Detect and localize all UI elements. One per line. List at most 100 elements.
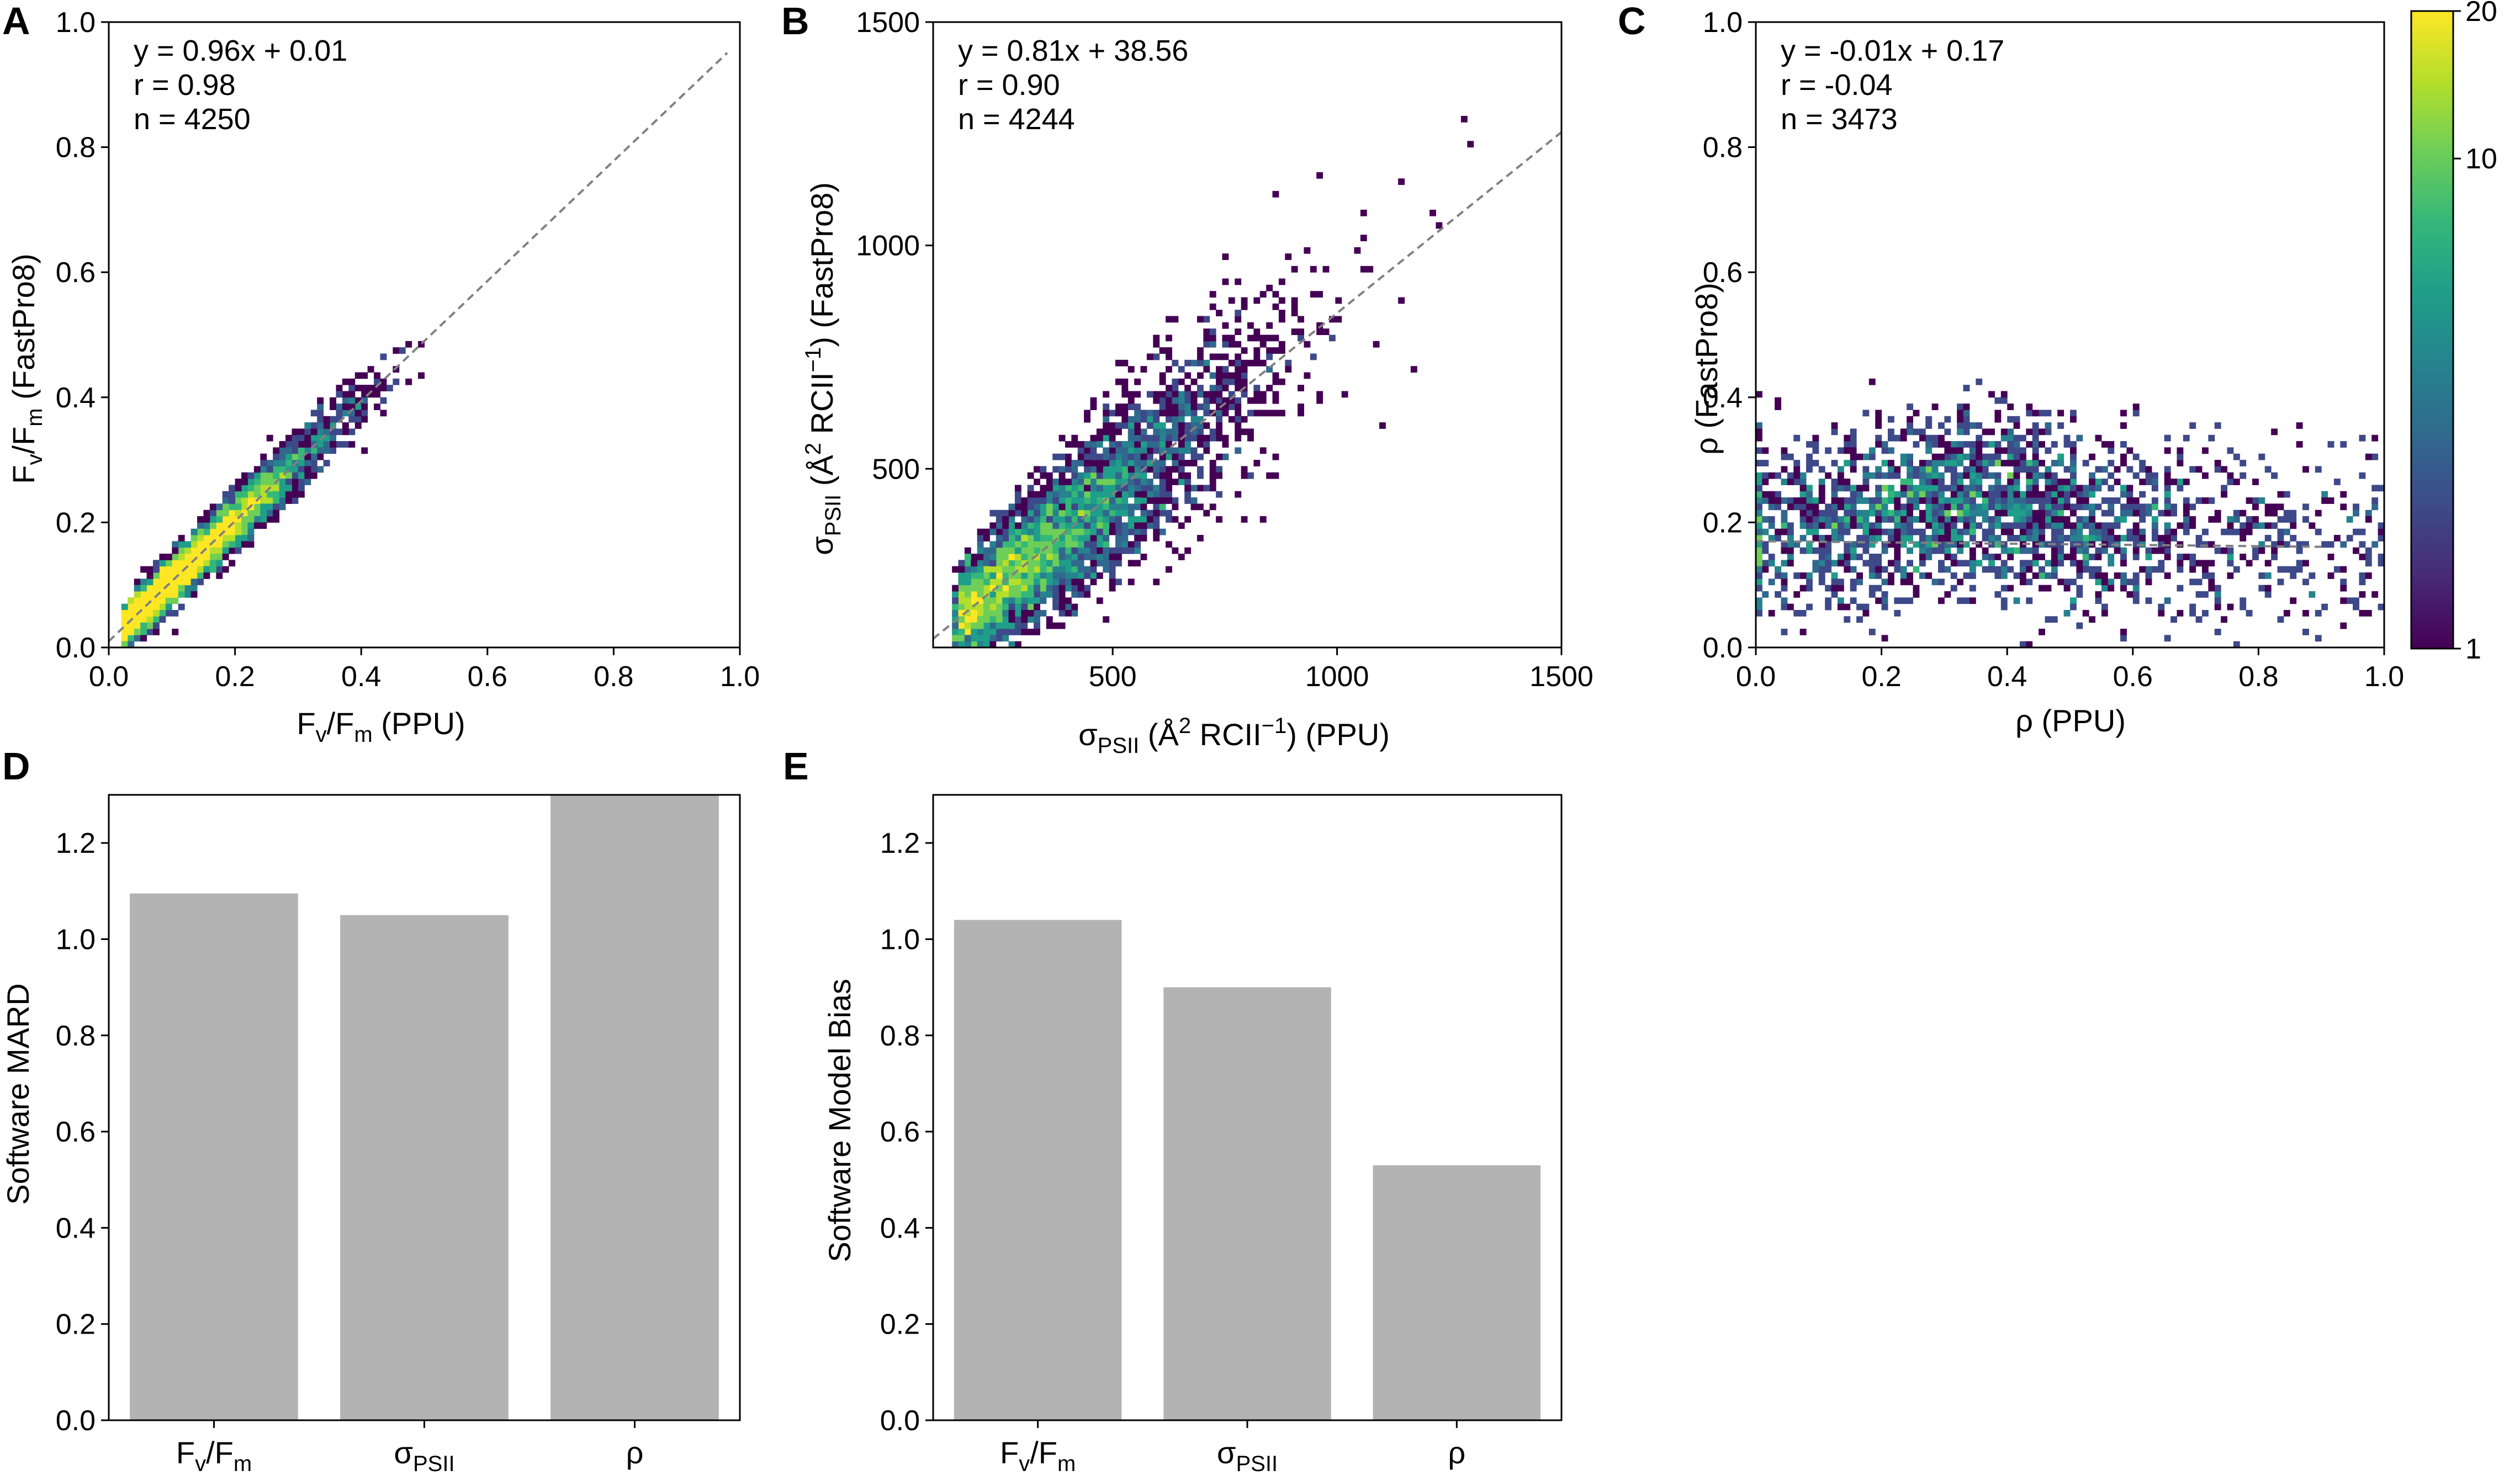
heatmap-cell	[1034, 547, 1040, 554]
heatmap-cell	[310, 447, 317, 454]
heatmap-cell	[342, 397, 349, 404]
heatmap-cell	[1994, 491, 2002, 498]
heatmap-cell	[1008, 585, 1015, 592]
heatmap-cell	[2340, 566, 2347, 573]
heatmap-cell	[1071, 434, 1078, 442]
heatmap-cell	[2000, 528, 2008, 535]
heatmap-cell	[2227, 472, 2234, 479]
heatmap-cell	[1944, 485, 1951, 492]
heatmap-cell	[1875, 434, 1882, 442]
heatmap-cell	[146, 585, 153, 592]
heatmap-cell	[1291, 266, 1298, 273]
heatmap-cell	[146, 610, 153, 617]
heatmap-cell	[1046, 472, 1053, 479]
heatmap-cell	[1077, 447, 1084, 454]
heatmap-cell	[2208, 541, 2215, 548]
heatmap-cell	[1058, 597, 1066, 604]
heatmap-cell	[2126, 528, 2133, 535]
heatmap-cell	[1090, 516, 1097, 523]
heatmap-cell	[1153, 503, 1160, 511]
heatmap-cell	[1793, 591, 1801, 598]
heatmap-cell	[1084, 566, 1090, 573]
heatmap-cell	[304, 472, 311, 479]
heatmap-cell	[2189, 503, 2196, 511]
heatmap-cell	[1266, 347, 1273, 354]
heatmap-cell	[1875, 422, 1882, 429]
heatmap-cell	[2177, 560, 2184, 567]
heatmap-cell	[2371, 453, 2379, 460]
heatmap-cell	[2026, 516, 2033, 523]
heatmap-cell	[203, 541, 210, 548]
heatmap-cell	[279, 479, 286, 485]
heatmap-cell	[1894, 535, 1901, 541]
heatmap-cell	[1837, 585, 1844, 592]
heatmap-cell	[1850, 434, 1857, 442]
heatmap-cell	[2264, 509, 2272, 517]
heatmap-cell	[1034, 535, 1040, 541]
heatmap-cell	[2070, 466, 2077, 473]
heatmap-cell	[1931, 535, 1939, 541]
heatmap-cell	[2296, 541, 2303, 548]
heatmap-cell	[209, 528, 216, 535]
heatmap-cell	[1209, 335, 1216, 342]
heatmap-cell	[2076, 566, 2083, 573]
heatmap-cell	[1166, 416, 1172, 423]
heatmap-cell	[1084, 472, 1090, 479]
heatmap-cell	[2089, 554, 2096, 560]
heatmap-cell	[1197, 416, 1204, 423]
heatmap-cell	[2365, 554, 2372, 560]
heatmap-cell	[2183, 497, 2190, 504]
heatmap-cell	[209, 535, 216, 541]
heatmap-cell	[279, 485, 286, 492]
heatmap-cell	[1806, 541, 1813, 548]
heatmap-cell	[1184, 485, 1192, 492]
heatmap-cell	[1272, 472, 1279, 479]
heatmap-cell	[1065, 547, 1072, 554]
heatmap-cell	[1235, 316, 1242, 323]
heatmap-cell	[1818, 547, 1825, 554]
heatmap-cell	[1077, 491, 1084, 498]
heatmap-cell	[1052, 566, 1060, 573]
heatmap-cell	[2013, 503, 2020, 511]
heatmap-cell	[1862, 485, 1870, 492]
heatmap-cell	[1241, 516, 1248, 523]
heatmap-cell	[1071, 560, 1078, 567]
heatmap-cell	[260, 516, 267, 523]
heatmap-cell	[1298, 410, 1304, 417]
heatmap-cell	[1027, 497, 1034, 504]
heatmap-cell	[2070, 453, 2077, 460]
heatmap-cell	[1850, 585, 1857, 592]
heatmap-cell	[2070, 441, 2077, 448]
heatmap-cell	[1077, 591, 1084, 598]
heatmap-cell	[1316, 322, 1323, 329]
heatmap-cell	[1907, 428, 1913, 436]
heatmap-cell	[2063, 522, 2071, 529]
heatmap-cell	[1052, 585, 1060, 592]
heatmap-cell	[1222, 403, 1229, 410]
heatmap-cell	[1988, 554, 1995, 560]
heatmap-cell	[1096, 491, 1103, 498]
heatmap-cell	[172, 629, 179, 635]
heatmap-cell	[1140, 497, 1147, 504]
heatmap-cell	[1253, 385, 1261, 391]
heatmap-cell	[1184, 472, 1192, 479]
heatmap-cell	[310, 472, 317, 479]
heatmap-cell	[2089, 528, 2096, 535]
heatmap-cell	[241, 528, 248, 535]
heatmap-cell	[989, 610, 997, 617]
heatmap-cell	[1166, 403, 1172, 410]
heatmap-cell	[184, 572, 192, 579]
heatmap-cell	[1027, 616, 1034, 623]
heatmap-cell	[1856, 509, 1863, 517]
heatmap-cell	[2013, 522, 2020, 529]
heatmap-cell	[1166, 316, 1172, 323]
heatmap-cell	[2120, 635, 2127, 642]
heatmap-cell	[1021, 578, 1028, 586]
heatmap-cell	[952, 591, 959, 598]
heatmap-cell	[260, 497, 267, 504]
heatmap-cell	[172, 610, 179, 617]
heatmap-cell	[2013, 447, 2020, 454]
heatmap-cell	[2189, 578, 2196, 586]
heatmap-cell	[2132, 535, 2140, 541]
heatmap-cell	[1862, 560, 1870, 567]
